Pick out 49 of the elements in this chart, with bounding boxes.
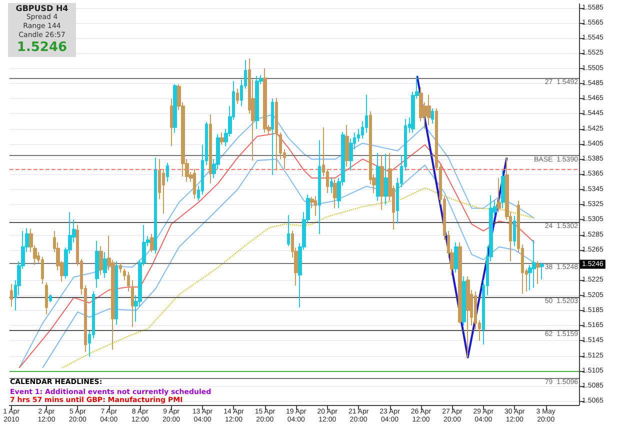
candlestick bbox=[263, 68, 267, 134]
candlestick bbox=[209, 114, 212, 184]
candlestick bbox=[466, 276, 470, 358]
candlestick bbox=[45, 282, 48, 315]
candlestick bbox=[255, 75, 259, 130]
candlestick bbox=[220, 132, 224, 146]
candlestick bbox=[271, 98, 274, 176]
candlestick bbox=[103, 252, 107, 278]
candlestick bbox=[95, 240, 99, 288]
line-series bbox=[62, 187, 535, 368]
candlestick bbox=[154, 157, 157, 254]
candlestick bbox=[10, 283, 13, 308]
candlestick bbox=[380, 154, 384, 210]
candlestick bbox=[115, 260, 118, 326]
candlestick bbox=[127, 271, 130, 292]
candlestick bbox=[462, 276, 466, 326]
annotation: 1.5246 bbox=[16, 40, 68, 55]
candlestick bbox=[287, 214, 290, 247]
candlestick bbox=[49, 294, 52, 303]
candlestick bbox=[275, 97, 278, 171]
candlestick bbox=[540, 262, 544, 280]
candlestick bbox=[384, 153, 388, 205]
candlestick bbox=[314, 196, 317, 216]
candlestick bbox=[333, 179, 337, 209]
candlestick bbox=[427, 94, 431, 126]
candlestick bbox=[170, 98, 173, 147]
candlestick bbox=[376, 152, 380, 202]
candlestick bbox=[345, 124, 349, 168]
line-series bbox=[42, 158, 535, 368]
candlestick bbox=[119, 262, 122, 274]
candlestick bbox=[41, 256, 44, 284]
candlestick bbox=[150, 234, 154, 253]
candlestick bbox=[536, 260, 540, 284]
chart-title: GBPUSD H4 bbox=[14, 4, 70, 13]
candlestick bbox=[454, 242, 458, 274]
candlestick bbox=[330, 178, 333, 194]
candlestick bbox=[99, 246, 103, 276]
candlestick bbox=[458, 242, 462, 324]
candlestick bbox=[166, 162, 169, 182]
candlestick bbox=[236, 88, 239, 104]
candlestick bbox=[193, 168, 196, 199]
candlestick bbox=[173, 84, 177, 134]
candlestick bbox=[497, 178, 501, 213]
candlestick bbox=[501, 170, 505, 209]
candlestick bbox=[131, 280, 134, 328]
candlestick bbox=[513, 215, 516, 247]
candlestick bbox=[532, 240, 536, 288]
candlestick bbox=[431, 108, 434, 124]
candlestick bbox=[318, 140, 321, 235]
